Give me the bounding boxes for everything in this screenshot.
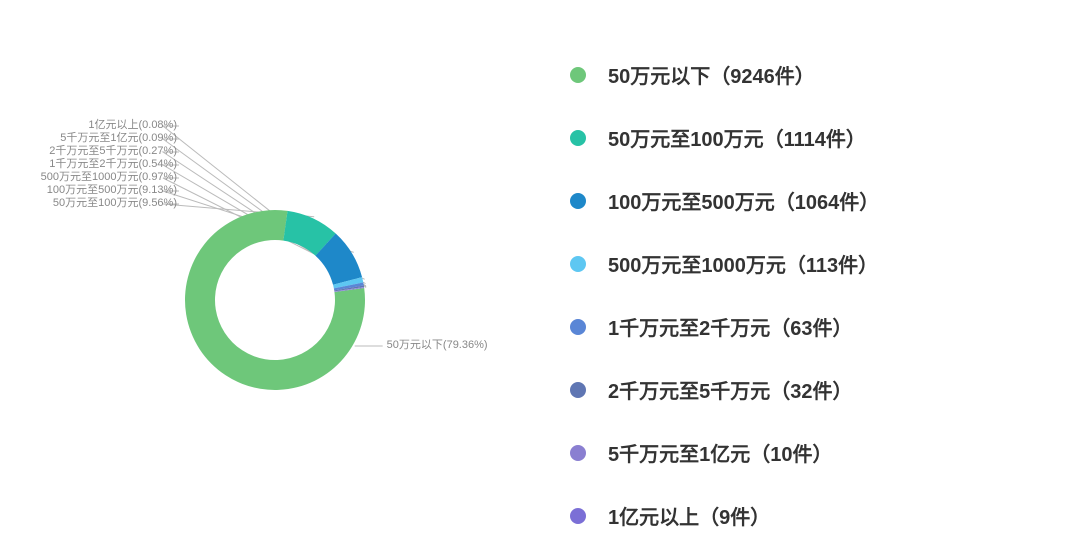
legend-dot	[570, 193, 586, 209]
legend-dot	[570, 319, 586, 335]
legend-item: 1亿元以上（9件）	[570, 501, 1040, 530]
legend-item: 50万元至100万元（1114件）	[570, 123, 1040, 152]
legend-dot	[570, 445, 586, 461]
legend-dot	[570, 382, 586, 398]
legend-item: 5千万元至1亿元（10件）	[570, 438, 1040, 467]
legend-label: 5千万元至1亿元（10件）	[608, 438, 833, 467]
callout-label: 100万元至500万元(9.13%)	[47, 185, 177, 196]
donut-chart-area: 50万元以下(79.36%) 1亿元以上(0.08%) 5千万元至1亿元(0.09%…	[0, 0, 560, 554]
callout-label: 1千万元至2千万元(0.54%)	[49, 159, 177, 170]
callout-label: 50万元以下(79.36%)	[387, 340, 488, 351]
legend-dot	[570, 130, 586, 146]
legend-item: 500万元至1000万元（113件）	[570, 249, 1040, 278]
legend-dot	[570, 256, 586, 272]
legend-dot	[570, 508, 586, 524]
donut-chart-svg	[0, 0, 560, 554]
legend-item: 1千万元至2千万元（63件）	[570, 312, 1040, 341]
legend-label: 50万元以下（9246件）	[608, 60, 815, 89]
legend-label: 2千万元至5千万元（32件）	[608, 375, 853, 404]
legend-dot	[570, 67, 586, 83]
callout-label: 2千万元至5千万元(0.27%)	[49, 146, 177, 157]
callout-label: 1亿元以上(0.08%)	[88, 120, 177, 131]
legend-item: 100万元至500万元（1064件）	[570, 186, 1040, 215]
legend-label: 500万元至1000万元（113件）	[608, 249, 878, 278]
legend: 50万元以下（9246件） 50万元至100万元（1114件） 100万元至500万…	[570, 60, 1040, 554]
legend-label: 100万元至500万元（1064件）	[608, 186, 879, 215]
legend-item: 50万元以下（9246件）	[570, 60, 1040, 89]
legend-item: 2千万元至5千万元（32件）	[570, 375, 1040, 404]
callout-label: 50万元至100万元(9.56%)	[53, 198, 177, 209]
chart-container: 50万元以下(79.36%) 1亿元以上(0.08%) 5千万元至1亿元(0.09%…	[0, 0, 1080, 554]
legend-label: 50万元至100万元（1114件）	[608, 123, 866, 152]
legend-label: 1千万元至2千万元（63件）	[608, 312, 853, 341]
legend-label: 1亿元以上（9件）	[608, 501, 770, 530]
callout-label: 500万元至1000万元(0.97%)	[41, 172, 177, 183]
callout-label: 5千万元至1亿元(0.09%)	[60, 133, 177, 144]
